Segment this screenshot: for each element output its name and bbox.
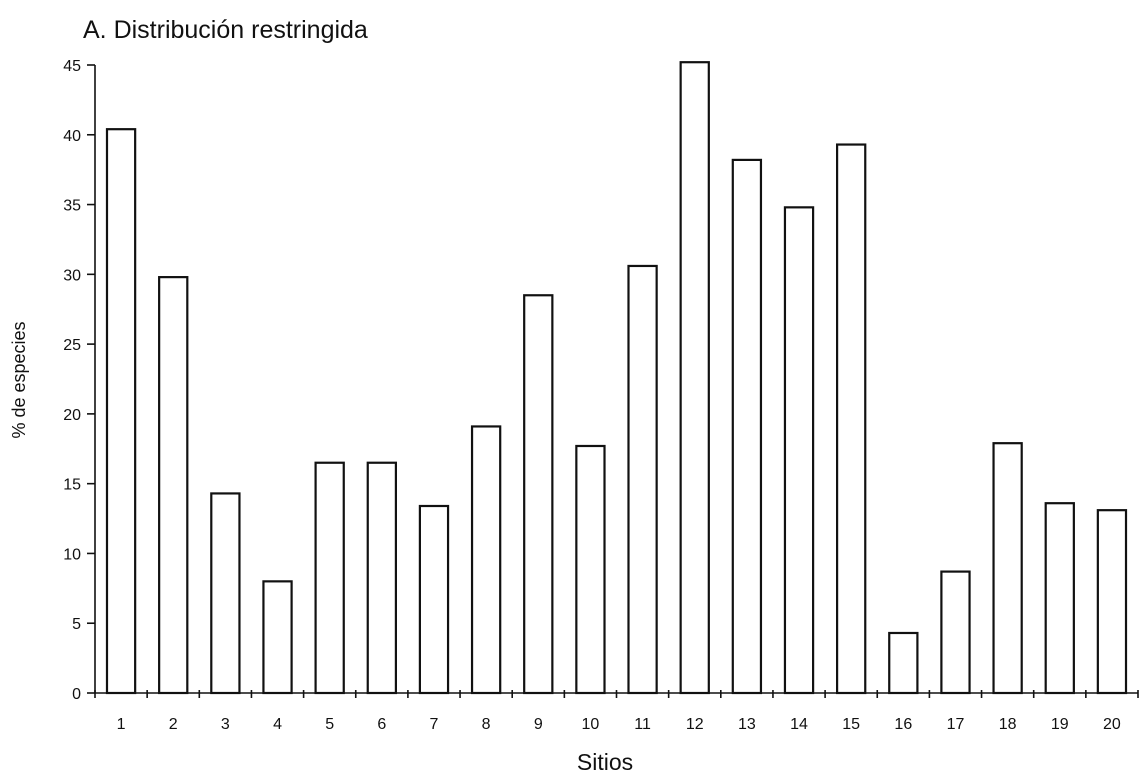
x-tick-label: 7 [430,716,439,733]
y-tick-label: 35 [63,198,81,215]
bar [470,425,502,695]
x-tick-label: 17 [947,716,965,733]
y-axis-label: % de especies [9,321,29,438]
y-axis: 0 5 10 15 20 25 30 35 40 45 [63,58,96,703]
bar [1044,502,1075,695]
x-tick-label: 2 [169,716,178,733]
bar [1096,509,1128,695]
x-tick-label: 14 [790,716,808,733]
x-tick-label: 15 [842,716,860,733]
bar [366,461,398,695]
x-tick-label: 16 [894,716,912,733]
bar [158,276,189,695]
bar [783,206,815,695]
x-axis-label: Sitios [577,749,633,775]
bar [731,158,763,695]
bar [523,294,554,695]
x-tick-label: 19 [1051,716,1069,733]
x-tick-label: 3 [221,716,230,733]
x-tick-label: 4 [273,716,282,733]
bar [262,580,293,695]
x-tick-label: 18 [999,716,1017,733]
y-tick-label: 0 [72,686,81,703]
y-tick-label: 25 [63,337,81,354]
x-tick-label: 11 [634,716,651,733]
bar [627,264,658,695]
bar [105,128,137,695]
y-tick-label: 5 [72,616,81,633]
bar [418,504,450,695]
bar [314,461,345,695]
x-tick-label: 8 [482,716,491,733]
x-tick-label: 6 [377,716,386,733]
bar [575,444,606,695]
x-tick-label: 9 [534,716,543,733]
y-tick-label: 20 [63,407,81,424]
x-tick-label: 20 [1103,716,1121,733]
y-tick-label: 30 [63,267,81,284]
y-tick-label: 40 [63,128,81,145]
chart-title: A. Distribución restringida [83,16,368,44]
x-tick-label: 12 [686,716,704,733]
x-tick-label: 5 [325,716,334,733]
bar [992,442,1023,695]
bar [679,61,710,695]
bar [940,570,971,695]
bar [210,492,241,695]
x-tick-label: 1 [117,716,126,733]
y-tick-label: 45 [63,58,81,75]
y-tick-label: 10 [63,546,81,563]
x-tick-label: 13 [738,716,756,733]
x-axis: 1 2 3 4 5 6 7 8 9 10 11 12 13 14 15 16 17 18 19 20 [94,690,1139,733]
bars [105,61,1128,695]
x-tick-label: 10 [582,716,600,733]
bar [888,631,919,695]
bar [835,143,867,695]
y-tick-label: 15 [63,477,81,494]
